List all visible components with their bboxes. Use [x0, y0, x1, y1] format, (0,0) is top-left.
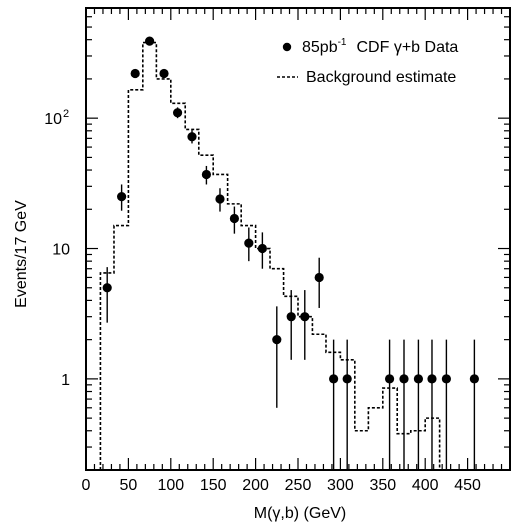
- data-point: [469, 374, 479, 384]
- data-point: [399, 374, 409, 384]
- data-point: [229, 213, 239, 224]
- legend-data-label: 85pb-1 CDF γ+b Data: [302, 37, 458, 56]
- data-point: [145, 36, 155, 46]
- data-point: [201, 169, 212, 180]
- data-point: [244, 238, 254, 248]
- x-tick-label: 350: [369, 477, 396, 494]
- data-point: [102, 283, 112, 293]
- data-points-layer: [102, 36, 479, 470]
- x-tick-label: 450: [454, 477, 481, 494]
- data-point: [172, 108, 183, 118]
- x-axis-label: M(γ,b) (GeV): [254, 505, 346, 522]
- data-point: [342, 374, 352, 384]
- y-tick-label: 10: [52, 242, 70, 259]
- y-tick-label: 10: [44, 111, 62, 128]
- x-tick-label: 100: [157, 477, 184, 494]
- y-tick-label-superscript: 2: [63, 108, 69, 120]
- data-point: [159, 68, 169, 79]
- data-point: [427, 374, 437, 384]
- data-point: [215, 194, 225, 204]
- x-tick-label: 150: [200, 477, 227, 494]
- legend: 85pb-1 CDF γ+b Data Background estimate: [277, 37, 458, 86]
- x-tick-label: 50: [120, 477, 138, 494]
- background-estimate-step: [99, 41, 441, 470]
- data-point: [130, 68, 140, 79]
- legend-data-marker: [282, 42, 292, 52]
- y-axis-label: Events/17 GeV: [13, 200, 30, 308]
- x-tick-label: 400: [412, 477, 439, 494]
- data-point: [384, 374, 395, 384]
- data-point: [314, 272, 324, 283]
- data-point: [286, 312, 296, 322]
- x-tick-label: 200: [242, 477, 269, 494]
- data-point: [329, 374, 339, 384]
- data-point: [300, 312, 310, 322]
- x-tick-label: 300: [327, 477, 354, 494]
- data-point: [187, 132, 197, 142]
- x-tick-label: 0: [82, 477, 91, 494]
- data-point: [413, 374, 424, 384]
- background-estimate-layer: [99, 41, 441, 470]
- x-tick-label: 250: [285, 477, 312, 494]
- y-tick-label: 1: [61, 372, 70, 389]
- data-point: [117, 192, 127, 202]
- data-point: [257, 243, 267, 254]
- legend-background-label: Background estimate: [306, 69, 456, 86]
- data-point: [441, 374, 451, 384]
- data-point: [272, 335, 282, 345]
